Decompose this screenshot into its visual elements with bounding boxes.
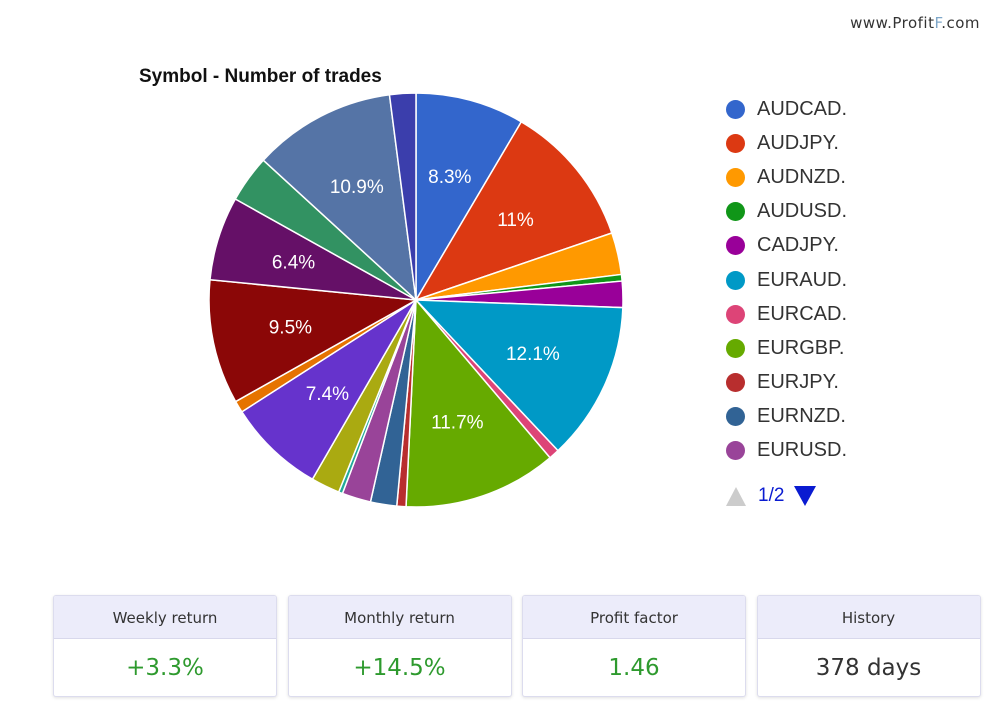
legend-swatch-icon (726, 133, 745, 153)
pie-slice-label-5: 12.1% (506, 344, 560, 365)
legend-item[interactable]: CADJPY. (726, 229, 847, 263)
watermark-mark: F (934, 14, 942, 32)
legend-item[interactable]: AUDCAD. (726, 92, 847, 126)
legend-label: AUDCAD. (757, 97, 848, 120)
legend-swatch-icon (726, 304, 745, 324)
legend-swatch-icon (726, 167, 745, 187)
legend-label: AUDNZD. (757, 165, 846, 188)
pie-slice-0[interactable] (415, 92, 523, 303)
pie-slice-label-7: 11.7% (431, 413, 484, 434)
pie-slice-15[interactable] (208, 278, 419, 403)
legend-label: CADJPY. (757, 234, 839, 257)
legend-label: AUDJPY. (757, 131, 839, 154)
stat-value: +3.3% (126, 655, 204, 681)
legend-swatch-icon (726, 338, 745, 358)
legend-label: EURAUD. (757, 268, 848, 291)
legend-swatch-icon (726, 373, 745, 393)
legend-item[interactable]: EURCAD. (726, 297, 847, 331)
legend-item[interactable]: EURNZD. (726, 400, 847, 434)
stat-card: Weekly return +3.3% (53, 595, 277, 697)
stat-value: 378 days (815, 655, 922, 681)
legend-item[interactable]: AUDUSD. (726, 195, 847, 229)
legend-swatch-icon (726, 441, 745, 461)
legend-swatch-icon (726, 202, 745, 222)
legend-item[interactable]: EURGBP. (726, 331, 847, 365)
legend-prev-page-icon[interactable] (726, 486, 746, 506)
legend-next-page-icon[interactable] (794, 486, 817, 506)
chart-title: Symbol - Number of trades (139, 66, 382, 87)
legend-label: EURGBP. (757, 336, 845, 359)
pie-slice-label-18: 10.9% (330, 177, 384, 198)
stat-value: 1.46 (608, 655, 660, 681)
legend-item[interactable]: EURJPY. (726, 366, 847, 400)
legend-item[interactable]: AUDJPY. (726, 126, 847, 160)
watermark-suffix: .com (941, 14, 980, 32)
pie-slice-5[interactable] (414, 299, 624, 452)
pie-slice-1[interactable] (414, 120, 613, 302)
stat-label: Profit factor (523, 596, 745, 639)
legend-swatch-icon (726, 407, 745, 427)
stat-label: History (757, 596, 980, 639)
site-watermark: www.ProfitF.com (850, 14, 980, 32)
stat-value: +14.5% (353, 655, 446, 681)
pie-slice-label-13: 7.4% (306, 384, 349, 405)
legend-item[interactable]: EURAUD. (726, 263, 847, 297)
watermark-prefix: www.Profit (850, 14, 935, 32)
pie-chart: 8.3% 11% 12.1% 11.7% 7.4% 9.5% 6.4% 10.9% (208, 92, 624, 508)
legend-item[interactable]: EURUSD. (726, 434, 847, 468)
stat-label: Weekly return (54, 596, 276, 639)
legend-item[interactable]: AUDNZD. (726, 160, 847, 194)
legend-swatch-icon (726, 236, 745, 256)
legend-label: EURUSD. (757, 439, 848, 462)
legend-label: EURNZD. (757, 405, 846, 428)
legend-label: EURCAD. (757, 302, 848, 325)
legend-swatch-icon (726, 270, 745, 290)
stat-card: Profit factor 1.46 (522, 595, 746, 697)
pie-slice-label-16: 6.4% (272, 253, 315, 274)
stat-card: History 378 days (756, 595, 981, 697)
pie-slice-label-1: 11% (497, 210, 534, 231)
legend-label: AUDUSD. (757, 200, 848, 223)
legend-page-indicator: 1/2 (758, 485, 785, 506)
chart-legend: AUDCAD. AUDJPY. AUDNZD. AUDUSD. CADJPY. EURAU… (726, 92, 847, 468)
legend-label: EURJPY. (757, 371, 839, 394)
legend-pager: 1/2 (726, 485, 817, 507)
pie-slice-7[interactable] (405, 298, 552, 508)
pie-slice-19[interactable] (388, 92, 417, 301)
pie-slice-label-0: 8.3% (428, 167, 471, 188)
pie-slice-13[interactable] (240, 299, 417, 481)
stat-label: Monthly return (288, 596, 511, 639)
legend-swatch-icon (726, 99, 745, 119)
pie-slice-label-15: 9.5% (269, 317, 312, 338)
stat-card: Monthly return +14.5% (287, 595, 512, 697)
pie-slice-18[interactable] (262, 93, 418, 302)
